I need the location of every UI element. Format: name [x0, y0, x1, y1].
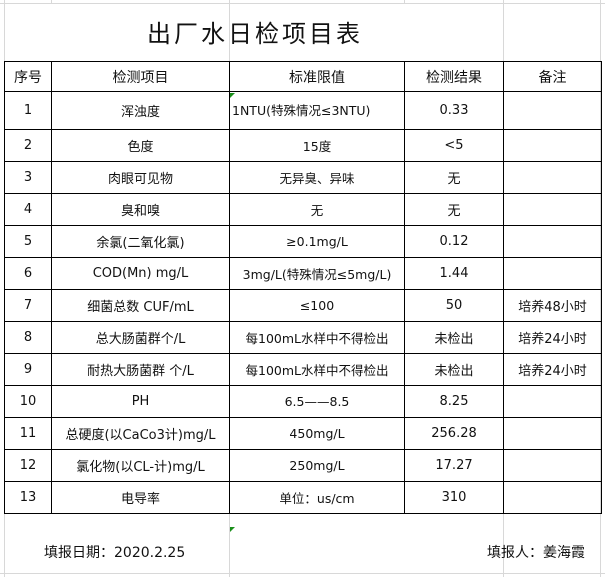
standard-cell[interactable]: 250mg/L: [229, 449, 405, 482]
row-number-cell[interactable]: 2: [4, 129, 52, 162]
sheet-title[interactable]: 出厂水日检项目表: [147, 20, 363, 48]
note-cell[interactable]: [503, 481, 602, 514]
item-cell[interactable]: 浑浊度: [51, 91, 230, 130]
item-cell[interactable]: 电导率: [51, 481, 230, 514]
item-cell[interactable]: PH: [51, 385, 230, 418]
standard-cell[interactable]: 每100mL水样中不得检出: [229, 353, 405, 386]
standard-cell[interactable]: ≤100: [229, 289, 405, 322]
header-cell[interactable]: 备注: [503, 61, 602, 92]
table-row: 7 细菌总数 CUF/mL ≤100 50 培养48小时: [4, 289, 602, 322]
table-row: 13 电导率 单位：us/cm 310: [4, 481, 602, 514]
item-cell[interactable]: 臭和嗅: [51, 193, 230, 226]
result-cell[interactable]: 0.12: [404, 225, 504, 258]
result-cell[interactable]: 1.44: [404, 257, 504, 290]
result-cell[interactable]: 无: [404, 193, 504, 226]
standard-cell[interactable]: 450mg/L: [229, 417, 405, 450]
table-row: 1 浑浊度 1NTU(特殊情况≤3NTU) 0.33: [4, 91, 602, 130]
inspection-table: 序号 检测项目 标准限值 检测结果 备注 1 浑浊度 1NTU(特殊情况≤3NTU)…: [4, 61, 602, 514]
item-cell[interactable]: 肉眼可见物: [51, 161, 230, 194]
table-row: 10 PH 6.5——8.5 8.25: [4, 385, 602, 418]
note-cell[interactable]: [503, 91, 602, 130]
header-cell[interactable]: 标准限值: [229, 61, 405, 92]
reporter[interactable]: 填报人：姜海霞: [487, 545, 585, 561]
result-cell[interactable]: <5: [404, 129, 504, 162]
row-number-cell[interactable]: 12: [4, 449, 52, 482]
table-row: 12 氯化物(以CL-计)mg/L 250mg/L 17.27: [4, 449, 602, 482]
header-cell[interactable]: 检测结果: [404, 61, 504, 92]
item-cell[interactable]: 氯化物(以CL-计)mg/L: [51, 449, 230, 482]
row-number-cell[interactable]: 4: [4, 193, 52, 226]
row-number-cell[interactable]: 11: [4, 417, 52, 450]
header-cell[interactable]: 检测项目: [51, 61, 230, 92]
item-cell[interactable]: COD(Mn) mg/L: [51, 257, 230, 290]
table-row: 6 COD(Mn) mg/L 3mg/L(特殊情况≤5mg/L) 1.44: [4, 257, 602, 290]
row-number-cell[interactable]: 13: [4, 481, 52, 514]
row-number-cell[interactable]: 6: [4, 257, 52, 290]
note-cell[interactable]: [503, 193, 602, 226]
gridline: [0, 573, 605, 574]
gridline: [51, 0, 52, 4]
row-number-cell[interactable]: 1: [4, 91, 52, 130]
standard-cell[interactable]: 6.5——8.5: [229, 385, 405, 418]
note-cell[interactable]: [503, 225, 602, 258]
result-cell[interactable]: 310: [404, 481, 504, 514]
note-cell[interactable]: [503, 129, 602, 162]
row-number-cell[interactable]: 7: [4, 289, 52, 322]
note-cell[interactable]: 培养24小时: [503, 353, 602, 386]
note-cell[interactable]: [503, 257, 602, 290]
result-cell[interactable]: 8.25: [404, 385, 504, 418]
table-row: 3 肉眼可见物 无异臭、异味无: [4, 161, 602, 194]
row-number-cell[interactable]: 9: [4, 353, 52, 386]
standard-cell[interactable]: 无: [229, 193, 405, 226]
gridline: [0, 3, 605, 4]
note-cell[interactable]: [503, 385, 602, 418]
note-cell[interactable]: 培养48小时: [503, 289, 602, 322]
result-cell[interactable]: 未检出: [404, 321, 504, 354]
item-cell[interactable]: 色度: [51, 129, 230, 162]
row-number-cell[interactable]: 5: [4, 225, 52, 258]
report-date[interactable]: 填报日期：2020.2.25: [44, 545, 186, 561]
note-cell[interactable]: [503, 161, 602, 194]
gridline: [404, 0, 405, 4]
standard-cell[interactable]: 3mg/L(特殊情况≤5mg/L): [229, 257, 405, 290]
standard-cell[interactable]: 15度: [229, 129, 405, 162]
result-cell[interactable]: 17.27: [404, 449, 504, 482]
standard-cell[interactable]: 每100mL水样中不得检出: [229, 321, 405, 354]
result-cell[interactable]: 50: [404, 289, 504, 322]
standard-cell[interactable]: ≥0.1mg/L: [229, 225, 405, 258]
header-cell[interactable]: 序号: [4, 61, 52, 92]
item-cell[interactable]: 总大肠菌群个/L: [51, 321, 230, 354]
header-row: 序号 检测项目 标准限值 检测结果 备注: [4, 61, 602, 92]
table-row: 4 臭和嗅无无: [4, 193, 602, 226]
note-cell[interactable]: 培养24小时: [503, 321, 602, 354]
row-number-cell[interactable]: 3: [4, 161, 52, 194]
item-cell[interactable]: 余氯(二氧化氯): [51, 225, 230, 258]
row-number-cell[interactable]: 8: [4, 321, 52, 354]
note-cell[interactable]: [503, 449, 602, 482]
note-cell[interactable]: [503, 417, 602, 450]
table-row: 9 耐热大肠菌群 个/L 每100mL水样中不得检出 未检出 培养24小时: [4, 353, 602, 386]
row-number-cell[interactable]: 10: [4, 385, 52, 418]
item-cell[interactable]: 总硬度(以CaCo3计)mg/L: [51, 417, 230, 450]
standard-cell[interactable]: 1NTU(特殊情况≤3NTU): [229, 91, 405, 130]
table-row: 5 余氯(二氧化氯) ≥0.1mg/L 0.12: [4, 225, 602, 258]
result-cell[interactable]: 0.33: [404, 91, 504, 130]
comment-marker: [230, 527, 235, 532]
item-cell[interactable]: 细菌总数 CUF/mL: [51, 289, 230, 322]
table-row: 8 总大肠菌群个/L 每100mL水样中不得检出 未检出 培养24小时: [4, 321, 602, 354]
table-row: 11 总硬度(以CaCo3计)mg/L 450mg/L 256.28: [4, 417, 602, 450]
table-row: 2 色度 15度 <5: [4, 129, 602, 162]
item-cell[interactable]: 耐热大肠菌群 个/L: [51, 353, 230, 386]
result-cell[interactable]: 未检出: [404, 353, 504, 386]
standard-cell[interactable]: 无异臭、异味: [229, 161, 405, 194]
comment-marker: [230, 93, 235, 98]
result-cell[interactable]: 256.28: [404, 417, 504, 450]
standard-cell[interactable]: 单位：us/cm: [229, 481, 405, 514]
result-cell[interactable]: 无: [404, 161, 504, 194]
